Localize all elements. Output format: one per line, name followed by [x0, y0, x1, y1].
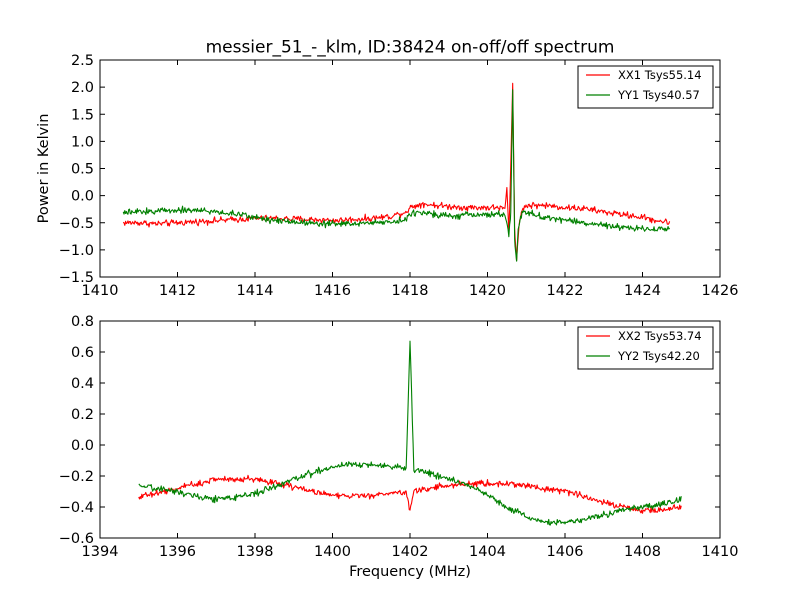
- top-axis-ticks: 1410 1412 1414 1416 1418 1420 1422 1424 1426 −1.5…: [59, 53, 739, 299]
- top-x-tick-label: 1418: [392, 283, 429, 299]
- bottom-x-axis-label: Frequency (MHz): [349, 564, 471, 580]
- top-legend-box: [577, 65, 714, 109]
- top-y-tick-label: 1.0: [71, 134, 94, 150]
- bottom-axis-ticks: 1394 1396 1398 1400 1402 1404 1406 1408 1410 −0.6…: [59, 314, 739, 560]
- top-x-tick-label: 1426: [702, 283, 739, 299]
- bottom-x-tick-label: 1394: [82, 544, 119, 560]
- bottom-y-tick-label: 0.2: [71, 407, 94, 423]
- top-series-2-line: [122, 89, 671, 262]
- bottom-series-2-line: [138, 340, 682, 526]
- top-x-tick-label: 1420: [469, 283, 506, 299]
- top-series-1-line: [122, 82, 671, 262]
- bottom-x-tick-label: 1408: [624, 544, 661, 560]
- bottom-legend-box: [577, 326, 714, 370]
- top-y-tick-label: −0.5: [59, 216, 94, 232]
- top-x-tick-label: 1416: [314, 283, 351, 299]
- bottom-x-tick-label: 1404: [469, 544, 506, 560]
- bottom-legend: XX2 Tsys53.74 YY2 Tsys42.20: [577, 326, 714, 370]
- bottom-x-tick-label: 1402: [392, 544, 429, 560]
- bottom-y-tick-label: −0.4: [59, 500, 94, 516]
- bottom-y-tick-label: −0.2: [59, 469, 94, 485]
- top-y-tick-label: −1.5: [59, 270, 94, 286]
- top-x-tick-label: 1410: [82, 283, 119, 299]
- top-x-tick-label: 1422: [547, 283, 584, 299]
- top-legend-entry: YY1 Tsys40.57: [617, 88, 700, 102]
- bottom-legend-entry: YY2 Tsys42.20: [617, 349, 700, 363]
- top-y-tick-label: 0.0: [71, 189, 94, 205]
- bottom-legend-entry: XX2 Tsys53.74: [618, 329, 702, 343]
- bottom-x-tick-label: 1396: [159, 544, 196, 560]
- bottom-series-1-line: [138, 474, 682, 514]
- bottom-y-tick-label: 0.4: [71, 376, 94, 392]
- top-y-tick-label: 1.5: [71, 107, 94, 123]
- bottom-x-tick-label: 1398: [237, 544, 274, 560]
- chart-title: messier_51_-_klm, ID:38424 on-off/off sp…: [206, 38, 615, 58]
- bottom-y-tick-label: 0.0: [71, 438, 94, 454]
- top-series-lines: [122, 82, 671, 262]
- top-legend: XX1 Tsys55.14 YY1 Tsys40.57: [577, 65, 714, 109]
- top-spectrum-panel: 1410 1412 1414 1416 1418 1420 1422 1424 1426 −1.5…: [36, 53, 738, 299]
- top-y-tick-label: 0.5: [71, 162, 94, 178]
- bottom-x-tick-label: 1410: [702, 544, 739, 560]
- top-x-tick-label: 1424: [624, 283, 661, 299]
- bottom-y-tick-label: 0.6: [71, 345, 94, 361]
- top-x-tick-label: 1412: [159, 283, 196, 299]
- bottom-y-tick-label: −0.6: [59, 531, 94, 547]
- top-x-tick-label: 1414: [237, 283, 274, 299]
- top-legend-entry: XX1 Tsys55.14: [618, 68, 702, 82]
- bottom-spectrum-panel: 1394 1396 1398 1400 1402 1404 1406 1408 1410 −0.6…: [59, 314, 739, 580]
- bottom-series-lines: [138, 340, 682, 526]
- bottom-x-tick-label: 1400: [314, 544, 351, 560]
- top-y-axis-label: Power in Kelvin: [36, 114, 52, 224]
- top-y-tick-label: −1.0: [59, 243, 94, 259]
- bottom-y-tick-label: 0.8: [71, 314, 94, 330]
- top-y-tick-label: 2.5: [71, 53, 94, 69]
- bottom-x-tick-label: 1406: [547, 544, 584, 560]
- top-y-tick-label: 2.0: [71, 80, 94, 96]
